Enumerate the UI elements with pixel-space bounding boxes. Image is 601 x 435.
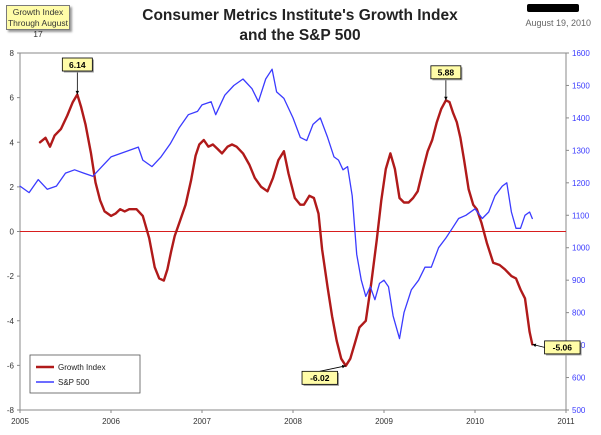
left-tick-label: -6 [7, 361, 15, 370]
left-tick-label: 2 [10, 183, 15, 192]
right-tick-label: 600 [572, 374, 586, 383]
chart-title-line-2: and the S&P 500 [239, 27, 361, 44]
callout-label: 5.88 [438, 68, 455, 78]
left-tick-label: -8 [7, 406, 15, 415]
series-line [19, 68, 533, 340]
right-tick-label: 1000 [572, 244, 590, 253]
left-tick-label: -4 [7, 317, 15, 326]
right-tick-label: 1400 [572, 114, 590, 123]
legend-label: S&P 500 [58, 378, 90, 387]
chart-title-line-1: Consumer Metrics Institute's Growth Inde… [142, 7, 458, 24]
callout-label: 6.14 [69, 60, 86, 70]
x-tick-label: 2005 [11, 417, 29, 426]
right-tick-label: 800 [572, 309, 586, 318]
left-tick-label: 6 [10, 94, 15, 103]
left-tick-label: -2 [7, 272, 15, 281]
callout-box [301, 370, 338, 385]
x-tick-label: 2008 [284, 417, 302, 426]
callout-arrowhead [75, 90, 80, 95]
callout-arrowhead [532, 343, 537, 347]
left-tick-label: 0 [10, 228, 15, 237]
callout-arrow [319, 365, 346, 372]
x-tick-label: 2007 [193, 417, 211, 426]
x-tick-label: 2006 [102, 417, 120, 426]
x-tick-label: 2009 [375, 417, 393, 426]
callout-box [544, 340, 581, 355]
legend-box [29, 354, 141, 394]
right-tick-label: 1500 [572, 81, 590, 90]
left-tick-label: 4 [10, 138, 15, 147]
callout-box [430, 65, 462, 80]
right-tick-label: 1600 [572, 49, 590, 58]
tag-line-2: Through August 17 [7, 18, 68, 39]
redacted-mark [527, 4, 579, 12]
right-tick-label: 1300 [572, 146, 590, 155]
callout-box [61, 57, 93, 72]
tag-line-1: Growth Index [12, 7, 64, 17]
left-tick-label: 8 [10, 49, 15, 58]
right-tick-label: 1200 [572, 179, 590, 188]
right-tick-label: 500 [572, 406, 586, 415]
x-tick-label: 2010 [466, 417, 484, 426]
callout-arrowhead [341, 364, 346, 369]
right-tick-label: 1100 [572, 211, 590, 220]
legend-label: Growth Index [58, 363, 106, 372]
callout-label: -5.06 [553, 343, 573, 353]
callout-arrowhead [444, 96, 448, 101]
callout-label: -6.02 [310, 373, 330, 383]
growth-index-tag: Growth Index Through August 17 [6, 5, 70, 39]
right-tick-label: 900 [572, 276, 586, 285]
date-stamp: August 19, 2010 [525, 18, 591, 28]
x-tick-label: 2011 [557, 417, 575, 426]
series-line [38, 93, 534, 367]
